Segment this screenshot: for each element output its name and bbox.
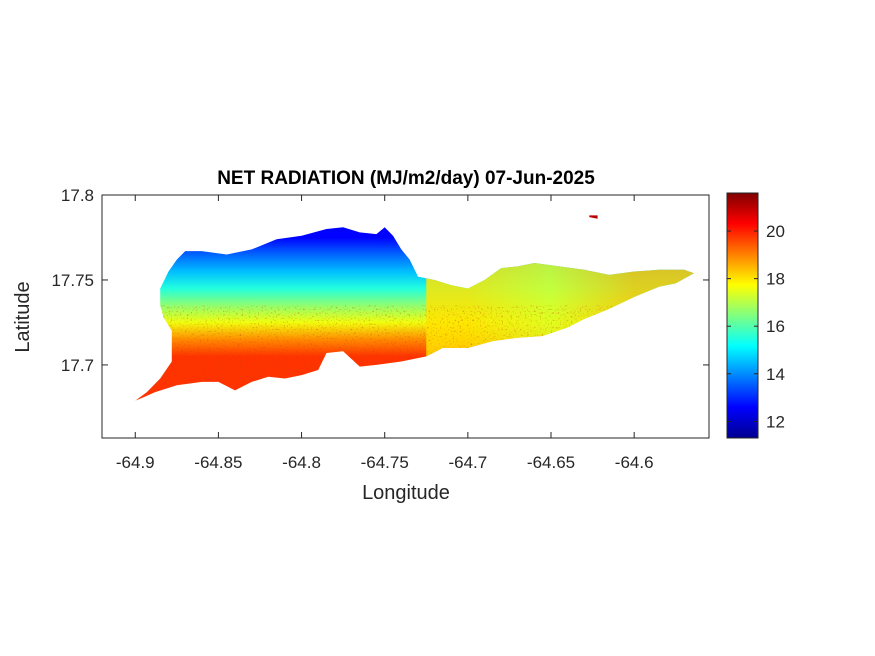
map-plot-area: -64.9 -64.85 -64.8 -64.75 -64.7 -64.65 -64.6 1…	[51, 186, 710, 472]
x-tick-label: -64.8	[282, 453, 321, 472]
colorbar-tick-label: 16	[766, 317, 785, 336]
colorbar-tick-label: 12	[766, 412, 785, 431]
y-axis-label: Latitude	[12, 281, 34, 352]
y-tick-label: 17.7	[61, 356, 94, 375]
x-tick-label: -64.6	[615, 453, 654, 472]
x-tick-label: -64.85	[194, 453, 242, 472]
chart-title: NET RADIATION (MJ/m2/day) 07-Jun-2025	[217, 168, 595, 189]
map-axes-frame	[101, 194, 710, 439]
x-tick-label: -64.75	[361, 453, 409, 472]
y-axis-ticks: 17.7 17.75 17.8	[51, 186, 709, 375]
x-tick-label: -64.7	[448, 453, 487, 472]
x-axis-label: Longitude	[362, 482, 450, 504]
colorbar-gradient	[726, 192, 759, 439]
colorbar: 12 14 16 18 20	[726, 192, 785, 439]
x-axis-ticks: -64.9 -64.85 -64.8 -64.75 -64.7 -64.65 -64.6	[116, 195, 654, 472]
colorbar-tick-label: 14	[766, 365, 785, 384]
x-tick-label: -64.9	[116, 453, 155, 472]
colorbar-tick-label: 20	[766, 222, 785, 241]
colorbar-tick-label: 18	[766, 270, 785, 289]
colorbar-ticks: 12 14 16 18 20	[727, 222, 785, 431]
islet	[589, 215, 598, 219]
y-tick-label: 17.75	[51, 271, 94, 290]
x-tick-label: -64.65	[527, 453, 575, 472]
y-tick-label: 17.8	[61, 186, 94, 205]
